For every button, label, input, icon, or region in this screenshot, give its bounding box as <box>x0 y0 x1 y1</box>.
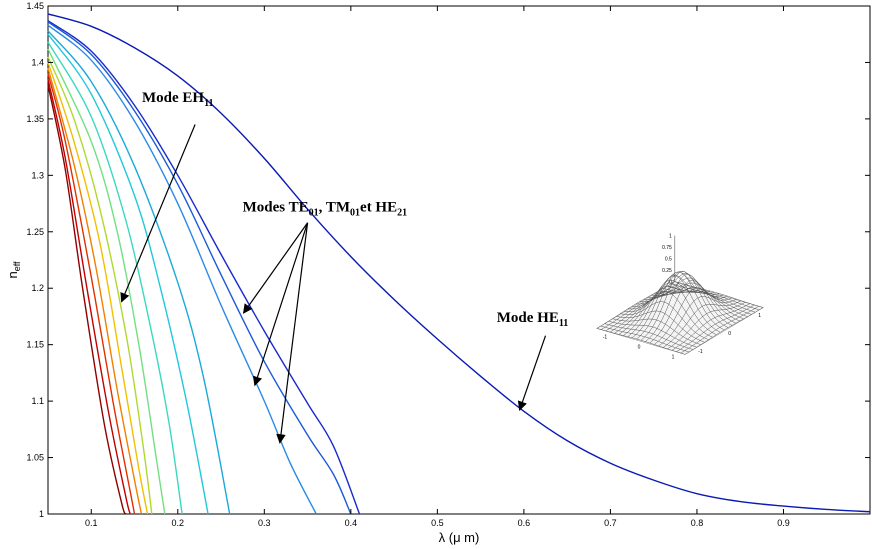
annotation-arrow <box>252 222 309 387</box>
inset-mesh-line <box>608 320 697 348</box>
annotation-text: , TM <box>319 199 350 215</box>
inset-z-tick: 1 <box>669 234 672 240</box>
annotation-subscript: 11 <box>204 98 213 109</box>
y-tick-label: 1.05 <box>26 453 44 463</box>
series-line-6 <box>47 33 209 515</box>
series-line-13 <box>47 79 131 515</box>
annotation-subscript: 01 <box>309 207 319 218</box>
y-axis-label-main: n <box>5 271 20 278</box>
y-tick-label: 1.35 <box>26 114 44 124</box>
inset-mesh-line <box>616 310 705 343</box>
series-line-14 <box>47 84 127 515</box>
inset-mesh-line <box>627 282 717 335</box>
annotation-subscript: 01 <box>350 207 360 218</box>
mode-profile-inset: 1 0.75 0.5 0.25 0 -1 0 1 1 0 -1 <box>596 234 764 360</box>
inset-x-tick: 0 <box>638 344 641 350</box>
x-tick-label: 0.7 <box>604 518 617 528</box>
annotation-arrow <box>276 222 309 444</box>
y-tick-label: 1.2 <box>31 283 44 293</box>
annotation-arrow <box>242 222 309 314</box>
series-line-5 <box>47 30 231 515</box>
annotation-te01: Modes TE01, TM01et HE21 <box>243 199 407 218</box>
annotation-arrow <box>517 335 547 412</box>
series-line-2 <box>47 20 361 515</box>
inset-z-tick: 0.25 <box>662 268 672 274</box>
series-line-12 <box>47 73 136 515</box>
y-tick-label: 1.3 <box>31 170 44 180</box>
inset-z-tick: 0.75 <box>662 245 672 251</box>
series-line-11 <box>47 67 143 515</box>
y-tick-label: 1 <box>39 509 44 519</box>
x-axis-label: λ (μ m) <box>439 530 480 545</box>
x-tick-label: 0.8 <box>691 518 704 528</box>
inset-x-tick: 1 <box>672 354 675 360</box>
inset-x-tick: -1 <box>603 334 608 340</box>
inset-mesh-line <box>604 323 694 350</box>
annotation-arrow <box>120 124 196 303</box>
plot-area <box>47 5 871 515</box>
annotation-subscript: 11 <box>559 318 568 329</box>
inset-mesh-line <box>612 318 701 345</box>
series-layer <box>47 13 871 515</box>
annotation-subscript: 21 <box>397 207 407 218</box>
y-tick-label: 1.15 <box>26 340 44 350</box>
annotation-text: Mode EH <box>142 90 204 106</box>
inset-mesh-line <box>651 282 740 322</box>
y-tick-label: 1.1 <box>31 396 44 406</box>
x-tick-label: 0.1 <box>85 518 98 528</box>
tick-layer: 0.1 0.2 0.3 0.4 0.5 0.6 0.7 0.8 0.9 1 1.05 1.1 1.15 1… <box>26 1 870 528</box>
x-tick-label: 0.3 <box>258 518 271 528</box>
x-tick-label: 0.6 <box>518 518 531 528</box>
series-line-8 <box>47 48 166 515</box>
x-tick-label: 0.2 <box>172 518 185 528</box>
x-tick-label: 0.9 <box>777 518 790 528</box>
annotation-text: Mode HE <box>497 310 559 326</box>
inset-mesh-line <box>674 281 764 308</box>
inset-mesh-line <box>631 275 721 333</box>
annotation-text: Modes TE <box>243 199 309 215</box>
y-tick-label: 1.25 <box>26 227 44 237</box>
y-tick-label: 1.45 <box>26 1 44 11</box>
inset-mesh-line <box>600 325 690 353</box>
series-line-4 <box>47 24 317 515</box>
x-tick-label: 0.5 <box>431 518 444 528</box>
series-line-3 <box>47 21 352 515</box>
inset-y-tick: -1 <box>698 349 703 355</box>
annotation-eh11: Mode EH11 <box>142 90 214 109</box>
inset-mesh-line <box>620 301 709 340</box>
inset-z-tick: 0 <box>669 280 672 286</box>
inset-y-tick: 0 <box>728 331 731 337</box>
series-line-10 <box>47 62 149 515</box>
series-line-9 <box>47 56 153 515</box>
y-axis-label: neff <box>5 261 22 279</box>
inset-y-tick: 1 <box>758 313 761 319</box>
inset-mesh-line <box>666 285 756 313</box>
inset-mesh-line <box>596 328 686 355</box>
series-line-1 <box>47 13 871 513</box>
y-tick-label: 1.4 <box>31 57 44 67</box>
inset-mesh-line <box>670 283 760 311</box>
x-tick-label: 0.4 <box>345 518 358 528</box>
annotation-text: et HE <box>360 199 397 215</box>
annotation-he11: Mode HE11 <box>497 310 569 329</box>
y-axis-label-sub: eff <box>12 261 22 271</box>
inset-z-tick: 0.5 <box>665 257 672 263</box>
series-line-7 <box>47 41 183 515</box>
